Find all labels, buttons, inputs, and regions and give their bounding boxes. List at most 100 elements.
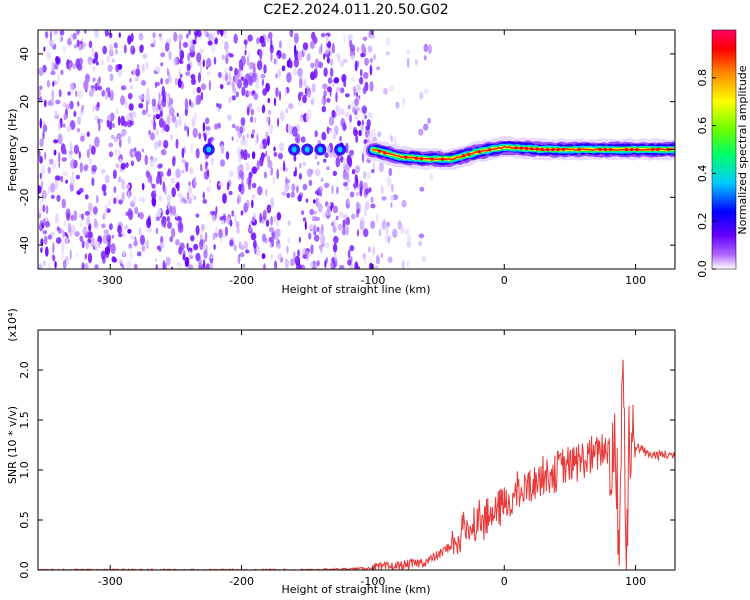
noise-speckle <box>364 188 369 196</box>
noise-speckle <box>205 126 211 131</box>
noise-speckle <box>70 175 75 186</box>
signal-blob-core <box>317 146 323 153</box>
noise-speckle <box>163 139 169 149</box>
noise-speckle <box>311 97 315 106</box>
noise-speckle <box>210 254 214 259</box>
noise-speckle <box>200 233 203 241</box>
noise-speckle <box>306 253 310 262</box>
noise-speckle <box>354 263 359 269</box>
noise-speckle <box>86 215 90 227</box>
noise-speckle <box>118 115 121 126</box>
noise-speckle <box>55 57 61 65</box>
noise-speckle <box>225 151 230 160</box>
noise-speckle <box>66 255 69 262</box>
noise-speckle <box>340 87 345 94</box>
noise-speckle <box>376 66 381 71</box>
noise-speckle <box>71 224 76 235</box>
noise-speckle <box>204 224 207 230</box>
noise-speckle <box>59 30 65 36</box>
colorbar: 0.0 0.2 0.4 0.6 0.8 Normalized spectral ampl… <box>696 29 749 278</box>
noise-speckle <box>84 253 88 260</box>
noise-speckle <box>168 108 174 115</box>
noise-speckle <box>50 30 52 41</box>
noise-speckle <box>188 37 194 48</box>
noise-speckle <box>363 139 368 145</box>
noise-speckle <box>104 90 109 101</box>
noise-speckle <box>215 226 218 234</box>
noise-speckle <box>135 150 142 162</box>
noise-speckle <box>118 233 123 238</box>
snr-y-multiplier: (x10⁴) <box>6 308 19 342</box>
noise-speckle <box>205 160 208 171</box>
noise-speckle <box>243 139 249 147</box>
noise-speckle <box>415 58 418 66</box>
noise-speckle <box>87 56 93 65</box>
noise-speckle <box>87 252 93 264</box>
colorbar-tick-label: 0.6 <box>696 117 709 135</box>
noise-speckle <box>219 84 224 90</box>
noise-speckle <box>81 262 85 269</box>
noise-speckle <box>127 136 131 145</box>
noise-speckle <box>161 216 167 228</box>
noise-speckle <box>125 211 130 216</box>
noise-speckle <box>186 192 190 200</box>
noise-speckle <box>291 183 296 192</box>
noise-speckle <box>238 59 243 70</box>
noise-speckle <box>325 35 329 44</box>
noise-speckle <box>265 188 268 197</box>
noise-speckle <box>136 251 142 257</box>
noise-speckle <box>125 162 129 168</box>
noise-speckle <box>50 70 56 76</box>
noise-speckle <box>321 131 327 141</box>
chart-title: C2E2.2024.011.20.50.G02 <box>263 2 448 18</box>
noise-speckle <box>95 61 99 66</box>
signal-peak-dot <box>488 148 492 152</box>
noise-speckle <box>79 109 84 118</box>
noise-speckle <box>373 265 379 269</box>
noise-speckle <box>101 184 107 192</box>
noise-speckle <box>305 198 309 203</box>
noise-speckle <box>157 140 162 148</box>
noise-speckle <box>239 244 245 251</box>
noise-speckle <box>314 58 320 69</box>
noise-speckle <box>159 110 163 118</box>
noise-speckle <box>166 114 171 126</box>
noise-speckle <box>53 139 59 144</box>
noise-speckle <box>263 263 266 269</box>
noise-speckle <box>67 91 71 96</box>
noise-speckle <box>333 218 337 227</box>
noise-speckle <box>62 171 68 176</box>
noise-speckle <box>323 90 327 97</box>
noise-speckle <box>127 35 132 45</box>
noise-speckle <box>210 32 216 42</box>
noise-speckle <box>96 101 100 108</box>
noise-speckle <box>73 210 78 222</box>
noise-speckle <box>279 90 281 101</box>
colorbar-ticks: 0.0 0.2 0.4 0.6 0.8 <box>696 69 716 278</box>
noise-speckle <box>160 235 164 244</box>
y-tick-label: 40 <box>18 47 31 61</box>
noise-speckle <box>155 128 159 136</box>
noise-speckle <box>257 186 263 196</box>
noise-speckle <box>309 169 314 174</box>
noise-speckle <box>269 44 274 54</box>
noise-speckle <box>342 58 348 64</box>
noise-speckle <box>277 253 283 261</box>
noise-speckle <box>231 95 236 101</box>
noise-speckle <box>101 90 106 97</box>
noise-speckle <box>78 187 84 193</box>
noise-speckle <box>113 136 118 143</box>
noise-speckle <box>261 42 266 48</box>
signal-peak-dot <box>656 147 660 152</box>
noise-speckle <box>221 54 225 60</box>
noise-speckle <box>352 182 359 189</box>
noise-speckle <box>155 257 157 262</box>
noise-speckle <box>220 30 224 37</box>
noise-speckle <box>287 123 292 133</box>
noise-speckle <box>266 116 270 123</box>
noise-speckle <box>188 167 194 175</box>
noise-speckle <box>263 64 267 74</box>
noise-speckle <box>52 255 56 262</box>
signal-peak-dot <box>540 147 544 151</box>
noise-speckle <box>421 255 426 262</box>
